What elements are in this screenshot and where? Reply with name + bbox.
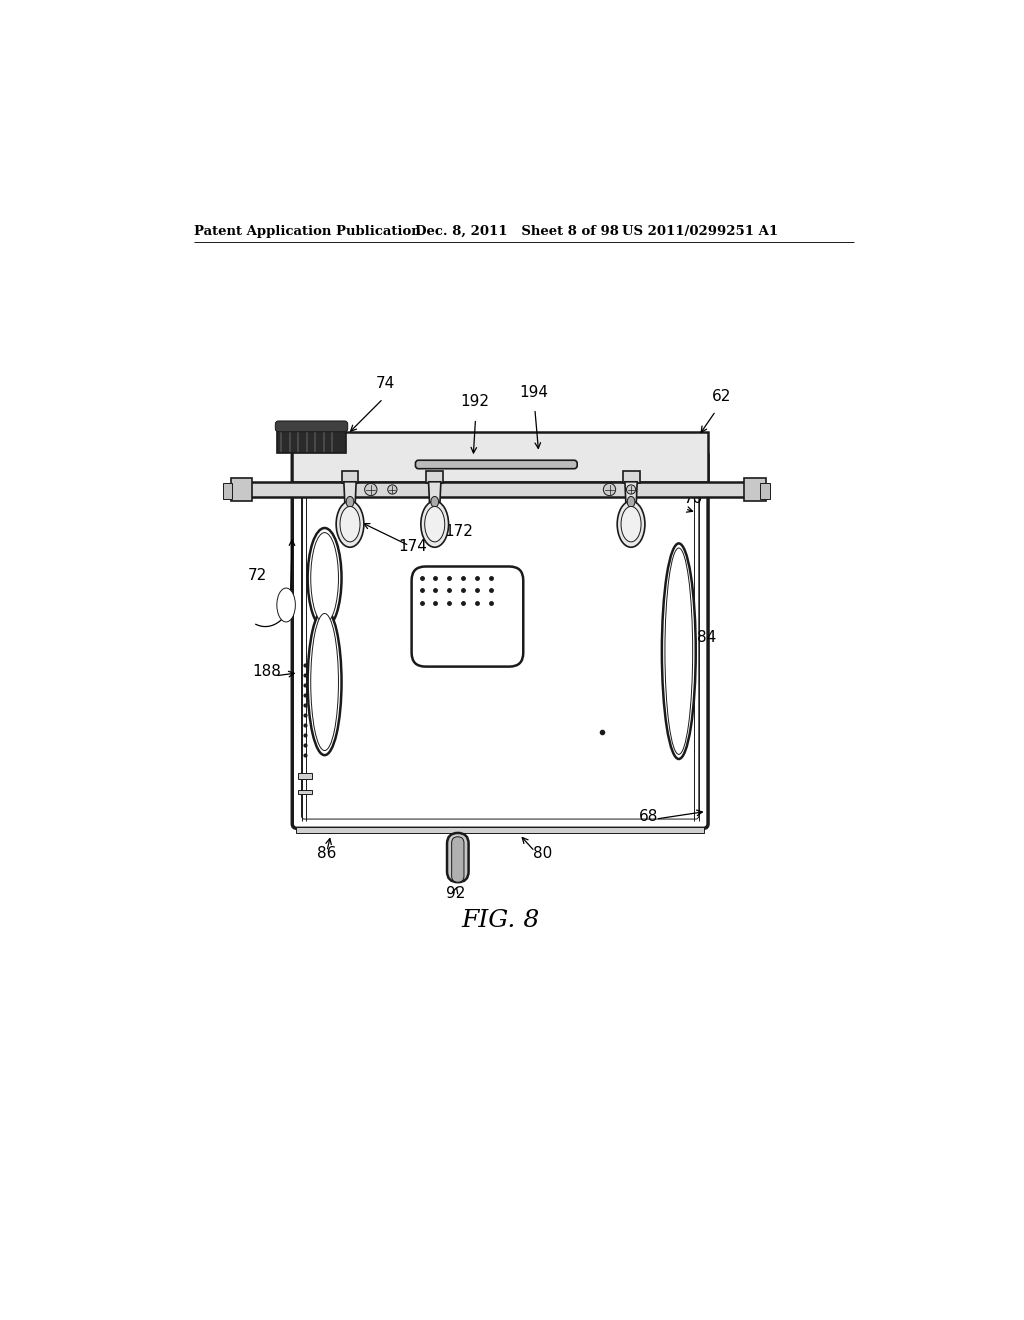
- Bar: [342, 471, 358, 483]
- Bar: [250, 482, 746, 498]
- Ellipse shape: [431, 496, 438, 507]
- Text: 86: 86: [316, 846, 336, 861]
- Polygon shape: [625, 482, 637, 516]
- Bar: [744, 478, 766, 502]
- Text: 92: 92: [446, 886, 466, 900]
- Bar: [761, 483, 770, 499]
- Ellipse shape: [628, 496, 635, 507]
- Ellipse shape: [388, 484, 397, 494]
- Ellipse shape: [336, 502, 364, 548]
- Ellipse shape: [307, 609, 342, 755]
- Bar: [296, 826, 705, 833]
- Text: 188: 188: [252, 664, 282, 678]
- Ellipse shape: [307, 528, 342, 628]
- Ellipse shape: [276, 589, 295, 622]
- Polygon shape: [429, 482, 441, 516]
- Text: 70: 70: [683, 491, 702, 507]
- Ellipse shape: [340, 507, 360, 543]
- FancyBboxPatch shape: [275, 421, 348, 432]
- Ellipse shape: [662, 544, 695, 759]
- FancyBboxPatch shape: [447, 833, 469, 882]
- Text: 80: 80: [532, 846, 552, 861]
- Polygon shape: [344, 482, 356, 516]
- Ellipse shape: [365, 483, 377, 495]
- Text: 194: 194: [519, 385, 549, 400]
- Text: 172: 172: [444, 524, 473, 539]
- Ellipse shape: [621, 507, 641, 543]
- Text: 174: 174: [398, 539, 427, 554]
- Text: 192: 192: [460, 395, 489, 409]
- Bar: [623, 471, 640, 483]
- Bar: [426, 471, 443, 483]
- Bar: [223, 483, 232, 499]
- FancyBboxPatch shape: [301, 461, 698, 818]
- FancyBboxPatch shape: [292, 451, 708, 829]
- Ellipse shape: [310, 533, 339, 623]
- Text: 62: 62: [712, 389, 731, 404]
- Text: 68: 68: [639, 809, 658, 824]
- Ellipse shape: [603, 483, 615, 495]
- Ellipse shape: [425, 507, 444, 543]
- Ellipse shape: [346, 496, 354, 507]
- Ellipse shape: [617, 502, 645, 548]
- Bar: [298, 789, 312, 795]
- FancyBboxPatch shape: [452, 837, 464, 882]
- Text: 72: 72: [248, 569, 267, 583]
- Ellipse shape: [627, 484, 636, 494]
- Bar: [230, 478, 252, 502]
- FancyBboxPatch shape: [412, 566, 523, 667]
- FancyBboxPatch shape: [416, 461, 578, 469]
- Text: 84: 84: [697, 630, 717, 645]
- Ellipse shape: [421, 502, 449, 548]
- Text: 74: 74: [376, 376, 394, 391]
- Bar: [298, 774, 312, 779]
- Text: FIG. 8: FIG. 8: [461, 909, 540, 932]
- Text: Patent Application Publication: Patent Application Publication: [194, 224, 421, 238]
- Bar: [292, 432, 708, 482]
- Ellipse shape: [310, 614, 339, 751]
- Text: Dec. 8, 2011   Sheet 8 of 98: Dec. 8, 2011 Sheet 8 of 98: [416, 224, 620, 238]
- Ellipse shape: [665, 548, 692, 755]
- Text: US 2011/0299251 A1: US 2011/0299251 A1: [622, 224, 778, 238]
- Bar: [276, 424, 346, 453]
